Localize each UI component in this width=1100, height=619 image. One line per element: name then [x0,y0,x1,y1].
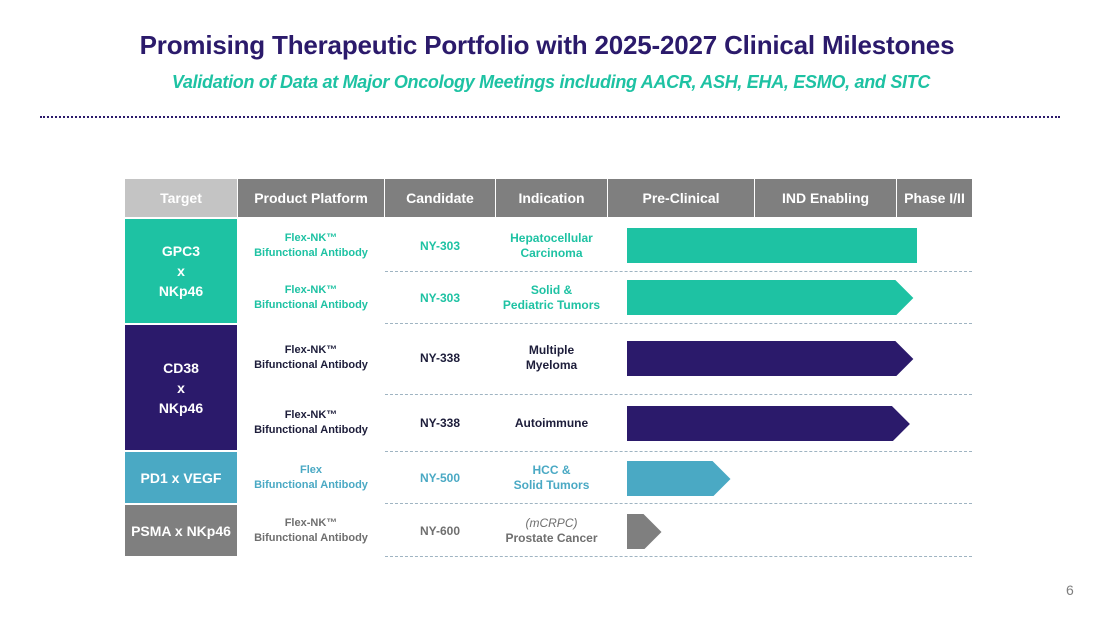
target-gpc3-nkp46: GPC3 x NKp46 [125,219,237,323]
row4-candidate: NY-500 [419,470,461,485]
row0-candidate: NY-303 [419,238,461,253]
header-target: Target [125,179,237,217]
row0-indication: Hepatocellular Carcinoma [510,231,593,260]
row-divider [385,556,972,557]
row4-indication: HCC & Solid Tumors [513,463,590,492]
row1-candidate: NY-303 [419,290,461,305]
header-phase-1-2: Phase I/II [897,179,972,217]
row4-progress-arrow [627,461,731,496]
row0-progress-arrow [627,228,917,263]
row1-platform: Flex-NK™ Bifunctional Antibody [254,284,368,311]
row2-candidate: NY-338 [419,350,461,365]
header-product-platform: Product Platform [238,179,384,217]
row3-candidate: NY-338 [419,415,461,430]
header-ind-enabling: IND Enabling [755,179,896,217]
row5-indication: (mCRPC) Prostate Cancer [505,516,598,545]
target-cd38-nkp46: CD38 x NKp46 [125,325,237,450]
page-number: 6 [1066,582,1074,598]
target-pd1-vegf: PD1 x VEGF [125,452,237,503]
row-divider [385,323,972,324]
row-divider [385,503,972,504]
slide-subtitle: Validation of Data at Major Oncology Mee… [171,72,931,92]
row-divider [385,394,972,395]
row3-platform: Flex-NK™ Bifunctional Antibody [254,409,368,436]
row1-progress-arrow [627,280,914,315]
row5-progress-arrow [627,514,662,549]
header-pre-clinical: Pre-Clinical [608,179,754,217]
row2-progress-arrow [627,341,914,376]
row2-platform: Flex-NK™ Bifunctional Antibody [254,344,368,371]
row2-indication: Multiple Myeloma [525,343,578,372]
target-psma-nkp46: PSMA x NKp46 [125,505,237,556]
row-divider [385,271,972,272]
row-divider [385,451,972,452]
dotted-divider [40,116,1060,118]
row4-platform: Flex Bifunctional Antibody [254,464,368,491]
header-candidate: Candidate [385,179,495,217]
row3-indication: Autoimmune [514,415,589,430]
row3-progress-arrow [627,406,910,441]
row0-platform: Flex-NK™ Bifunctional Antibody [254,232,368,259]
slide-title: Promising Therapeutic Portfolio with 202… [139,30,955,60]
row5-candidate: NY-600 [419,523,461,538]
row1-indication: Solid & Pediatric Tumors [502,283,601,312]
row5-platform: Flex-NK™ Bifunctional Antibody [254,517,368,544]
header-indication: Indication [496,179,607,217]
